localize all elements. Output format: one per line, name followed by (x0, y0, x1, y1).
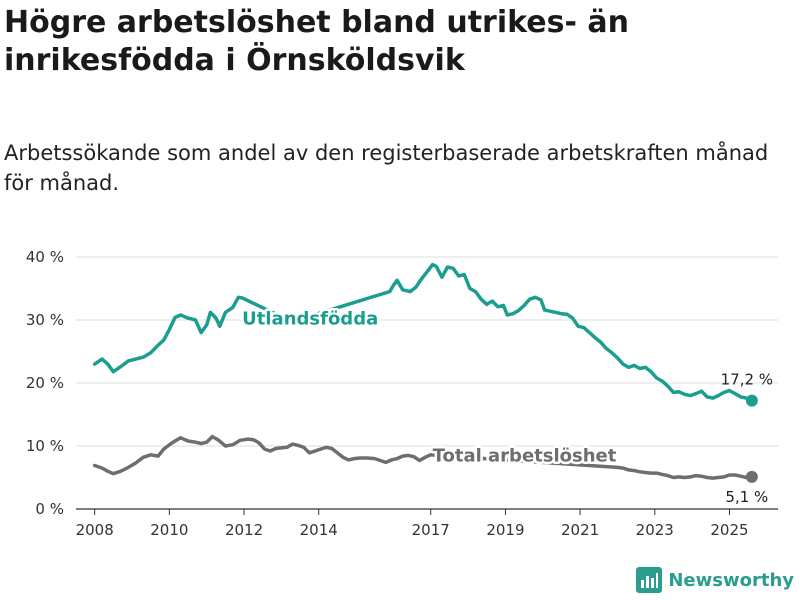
x-tick-label: 2017 (412, 521, 450, 539)
chart-title: Högre arbetslöshet bland utrikes- än inr… (4, 5, 629, 78)
x-tick-label: 2008 (76, 521, 114, 539)
y-tick-label: 0 % (35, 500, 64, 518)
series-label: Total arbetslöshet (433, 445, 617, 466)
y-tick-label: 40 % (26, 248, 64, 266)
brand-logo: Newsworthy (636, 566, 794, 594)
y-tick-label: 10 % (26, 437, 64, 455)
labels: 17,2 % 5,1 % Utlandsfödda Total arbetslöshe… (240, 306, 773, 506)
end-value-label: 17,2 % (721, 371, 773, 389)
gridlines (76, 256, 778, 447)
series-line-utlandsfodda (92, 262, 754, 403)
x-tick-label: 2012 (225, 521, 263, 539)
x-tick-label: 2021 (561, 521, 599, 539)
x-tick-label: 2025 (710, 521, 748, 539)
series-lines (92, 262, 758, 483)
x-tick-label: 2019 (486, 521, 524, 539)
x-tick-label: 2010 (150, 521, 188, 539)
series-line-total (92, 434, 754, 480)
x-tick-label: 2014 (300, 521, 338, 539)
end-point-total (745, 470, 758, 483)
x-tick-label: 2023 (636, 521, 674, 539)
axes: 0 % 10 % 20 % 30 % 40 % 2008 2010 2012 2014 2017 2… (26, 248, 778, 539)
y-tick-label: 30 % (26, 311, 64, 329)
chart-subtitle: Arbetssökande som andel av den registerb… (4, 141, 769, 195)
brand-name: Newsworthy (668, 569, 794, 591)
end-value-label: 5,1 % (725, 488, 768, 506)
end-point-utlandsfodda (745, 394, 758, 407)
series-label: Utlandsfödda (242, 309, 378, 330)
bar-chart-icon (636, 567, 663, 593)
y-tick-label: 20 % (26, 374, 64, 392)
